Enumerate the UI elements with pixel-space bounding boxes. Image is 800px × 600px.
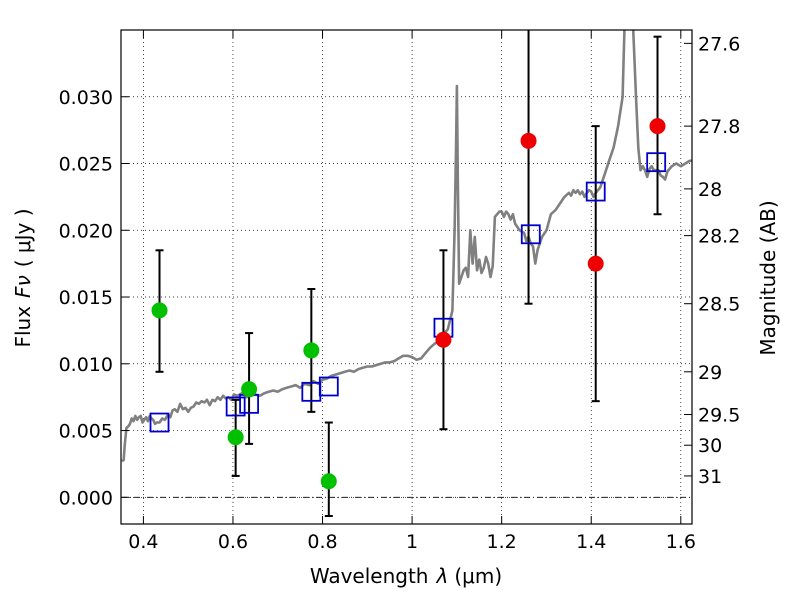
model-photometry-square: [585, 181, 606, 202]
model-spectrum-line: [121, 30, 692, 463]
model-photometry-square: [149, 412, 170, 433]
x-axis-label: Wavelength λ (μm): [310, 564, 502, 588]
x-tick-label: 0.8: [307, 531, 337, 553]
model-photometry-square: [225, 396, 246, 417]
y2-tick-labels: 27.6 27.8 28 28.2 28.5 29 29.5 30 31: [698, 33, 740, 488]
x-axis-label-symbol: λ: [436, 564, 449, 588]
infrared-data-point: [587, 255, 604, 272]
y-axis-label-unit: ( μJy ): [11, 208, 35, 267]
x-tick-label: 1: [406, 531, 418, 553]
optical-data-point: [151, 302, 168, 319]
x-axis-label-text: Wavelength: [310, 564, 429, 588]
optical-data-point: [241, 381, 258, 398]
y2-tick-label: 28.2: [698, 226, 740, 248]
y-tick-label: 0.020: [59, 220, 113, 242]
y-tick-labels: 0.000 0.005 0.010 0.015 0.020 0.025 0.030: [59, 87, 113, 510]
y2-tick-label: 29: [698, 362, 722, 384]
y2-tick-label: 30: [698, 435, 722, 457]
y2-axis-label: Magnitude (AB): [756, 200, 780, 355]
y2-tick-label: 27.6: [698, 33, 740, 55]
y-tick-label: 0.010: [59, 354, 113, 376]
optical-data-point: [303, 342, 320, 359]
y-tick-label: 0.005: [59, 421, 113, 443]
infrared-data-point: [435, 331, 452, 348]
x-tick-label: 1.2: [487, 531, 517, 553]
y-tick-label: 0.000: [59, 487, 113, 509]
plot-area: [121, 30, 692, 517]
y2-tick-label: 29.5: [698, 405, 740, 427]
axis-ticks: [121, 30, 692, 524]
y2-tick-label: 31: [698, 466, 722, 488]
x-tick-label: 1.4: [576, 531, 606, 553]
optical-data-point: [227, 429, 244, 446]
grid: [121, 30, 692, 524]
x-tick-label: 0.6: [218, 531, 248, 553]
x-tick-label: 0.4: [128, 531, 158, 553]
model-photometry-square: [520, 224, 541, 245]
y-axis-label-text: Flux: [11, 306, 35, 348]
axes-frame: [120, 29, 693, 525]
infrared-data-point: [649, 118, 666, 135]
y-tick-label: 0.030: [59, 87, 113, 109]
y-tick-label: 0.015: [59, 287, 113, 309]
y2-tick-label: 28.5: [698, 294, 740, 316]
x-tick-labels: 0.4 0.6 0.8 1 1.2 1.4 1.6: [128, 531, 696, 553]
y-tick-label: 0.025: [59, 154, 113, 176]
x-axis-label-unit: (μm): [454, 564, 502, 588]
infrared-data-point: [520, 132, 537, 149]
y-axis-label-symbol: Fν: [11, 275, 35, 298]
model-photometry-square: [646, 152, 667, 173]
y2-tick-label: 27.8: [698, 116, 740, 138]
model-photometry-square: [318, 376, 339, 397]
x-tick-label: 1.6: [666, 531, 696, 553]
y2-tick-label: 28: [698, 179, 722, 201]
y-axis-label: Flux Fν ( μJy ): [11, 208, 35, 347]
optical-data-point: [320, 473, 337, 490]
